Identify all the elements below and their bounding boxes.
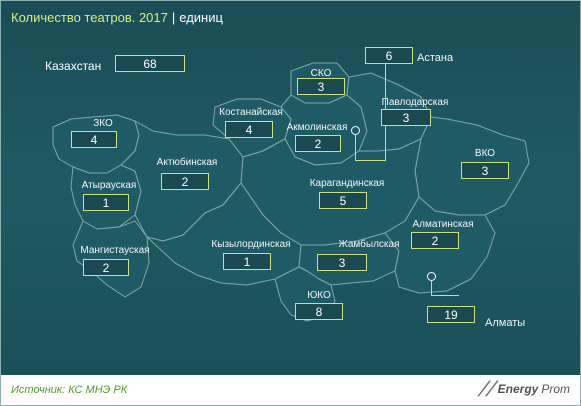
country-value: 68: [115, 55, 185, 72]
logo-text-energy: Energy: [497, 382, 539, 396]
value-pavlodar: 3: [381, 109, 431, 126]
label-kostanay: Костанайская: [219, 107, 283, 118]
label-astana: Астана: [417, 52, 454, 64]
value-kostanay: 4: [225, 121, 273, 138]
astana-leader-stem: [355, 135, 356, 160]
label-almaty-oblast: Алматинская: [412, 219, 474, 230]
value-vko: 3: [461, 162, 509, 179]
label-karaganda: Карагандинская: [309, 178, 385, 189]
value-akmola: 2: [295, 135, 341, 152]
astana-leader-horizontal: [355, 160, 386, 161]
value-karaganda: 5: [319, 192, 367, 209]
energyprom-logo: ╱╱ Energy Prom: [479, 381, 570, 397]
source-text: Источник: КС МНЭ РК: [11, 384, 128, 396]
value-atyrau: 1: [83, 194, 129, 211]
value-sko: 3: [297, 78, 345, 95]
title-text: Количество театров. 2017: [11, 10, 168, 25]
almaty-city-marker: [427, 272, 436, 281]
value-kyzylorda: 1: [223, 253, 271, 270]
label-kyzylorda: Кызылординская: [211, 239, 291, 250]
unit-text: единиц: [179, 10, 223, 25]
label-almaty-city: Алматы: [485, 317, 526, 329]
label-uko: ЮКО: [307, 290, 331, 301]
value-aktobe: 2: [161, 173, 209, 190]
label-aktobe: Актюбинская: [156, 157, 218, 168]
value-almaty-oblast: 2: [411, 232, 459, 249]
label-atyrau: Атырауская: [81, 180, 137, 191]
label-akmola: Акмолинская: [286, 122, 348, 133]
footer: Источник: КС МНЭ РК ╱╱ Energy Prom: [1, 375, 580, 405]
logo-text-prom: Prom: [541, 382, 570, 396]
astana-city-marker: [351, 126, 360, 135]
label-sko: СКО: [310, 68, 332, 79]
label-zhambyl: Жамбылская: [338, 239, 400, 250]
almaty-leader-stem: [431, 281, 432, 295]
value-zko: 4: [71, 131, 117, 148]
value-astana: 6: [365, 47, 413, 64]
label-vko: ВКО: [474, 148, 496, 159]
title-separator: |: [171, 10, 176, 25]
almaty-leader-horizontal: [431, 295, 459, 296]
label-pavlodar: Павлодарская: [381, 97, 449, 108]
country-label: Казахстан: [45, 59, 102, 73]
logo-mark-icon: ╱╱: [478, 381, 495, 396]
label-mangistau: Мангистауская: [80, 245, 150, 256]
value-uko: 8: [295, 303, 343, 320]
value-mangistau: 2: [83, 259, 129, 276]
label-zko: ЗКО: [93, 118, 113, 129]
value-almaty-city: 19: [427, 306, 475, 323]
value-zhambyl: 3: [317, 254, 367, 271]
chart-title: Количество театров. 2017 | единиц: [11, 10, 223, 25]
